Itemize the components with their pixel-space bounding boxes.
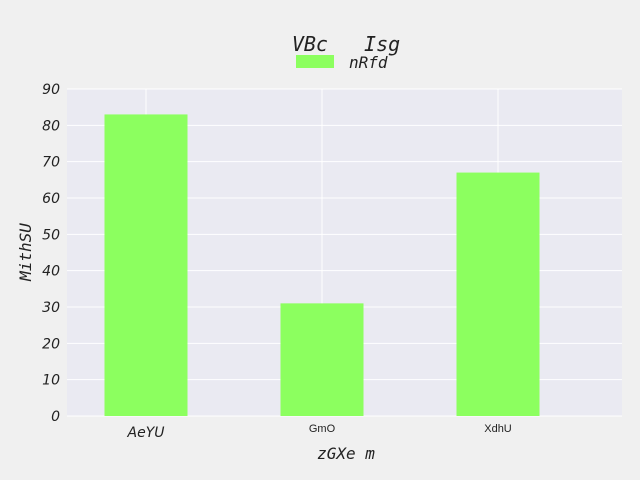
x-tick-label: AeYU bbox=[127, 425, 165, 441]
y-tick-label: 40 bbox=[42, 264, 60, 280]
chart-title: VBc Isg bbox=[292, 32, 400, 56]
bar bbox=[104, 114, 188, 416]
legend-swatch bbox=[296, 55, 334, 68]
y-tick-label: 0 bbox=[51, 409, 60, 425]
y-tick-label: 10 bbox=[42, 373, 60, 389]
bar bbox=[280, 303, 364, 416]
bars bbox=[104, 114, 540, 416]
x-tick-label: XdhU bbox=[484, 423, 512, 435]
x-tick-label: GmO bbox=[309, 423, 336, 435]
y-tick-label: 50 bbox=[42, 227, 60, 243]
y-tick-label: 80 bbox=[42, 118, 60, 134]
legend: nRfd bbox=[296, 53, 388, 72]
y-tick-label: 60 bbox=[42, 191, 60, 207]
legend-label: nRfd bbox=[349, 53, 388, 72]
y-tick-label: 30 bbox=[42, 300, 60, 316]
y-tick-label: 70 bbox=[42, 155, 60, 171]
x-axis-label: zGXe m bbox=[317, 444, 375, 463]
y-tick-labels: 0 10 20 30 40 50 60 70 80 90 bbox=[42, 82, 60, 425]
y-tick-label: 20 bbox=[42, 336, 60, 352]
y-axis-label: MithSU bbox=[16, 223, 35, 282]
bar bbox=[456, 172, 540, 416]
y-tick-label: 90 bbox=[42, 82, 60, 98]
x-tick-labels: AeYU GmO XdhU bbox=[127, 423, 512, 441]
